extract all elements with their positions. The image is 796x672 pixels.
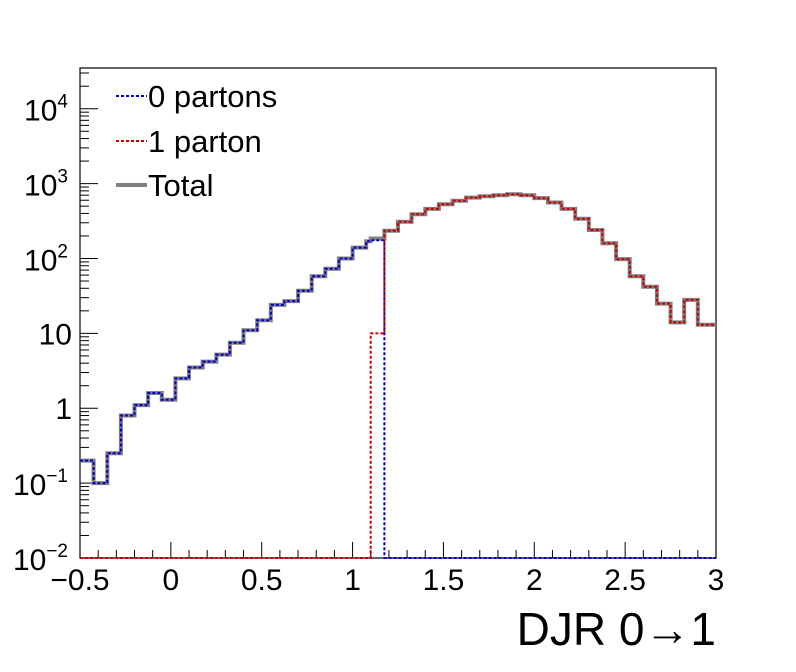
y-tick-label: 104 [24, 92, 68, 128]
legend: 0 partons 1 parton Total [116, 79, 277, 203]
y-tick-label: 103 [24, 167, 68, 203]
series-group [80, 192, 716, 559]
x-tick-label: 2 [526, 564, 543, 597]
y-tick-label: 10 [39, 318, 72, 351]
x-tick-label: 0.5 [241, 564, 283, 597]
x-tick-label: 2.5 [604, 564, 646, 597]
legend-label: Total [148, 168, 213, 203]
series-0-partons-line [80, 239, 716, 559]
y-tick-label: 10−2 [13, 541, 68, 577]
x-tick-labels: −0.5 0 0.5 1 1.5 2 2.5 3 [50, 564, 724, 597]
x-tick-label: 0 [163, 564, 180, 597]
series-total-line [80, 192, 716, 486]
y-tick-labels: 10−2 10−1 1 10 102 103 104 [13, 92, 72, 577]
series-1-parton-line [80, 193, 716, 559]
x-axis-title: DJR 0→1 [517, 603, 716, 655]
x-tick-label: 1.5 [423, 564, 465, 597]
y-tick-label: 1 [55, 393, 72, 426]
axis-ticks [79, 72, 717, 559]
y-tick-label: 10−1 [13, 466, 68, 502]
x-tick-label: 1 [344, 564, 361, 597]
plot-frame [79, 67, 717, 559]
x-tick-label: 3 [708, 564, 725, 597]
legend-label: 1 parton [148, 124, 262, 159]
y-tick-label: 102 [24, 241, 68, 277]
x-tick-label: −0.5 [50, 564, 109, 597]
legend-label: 0 partons [148, 79, 277, 114]
